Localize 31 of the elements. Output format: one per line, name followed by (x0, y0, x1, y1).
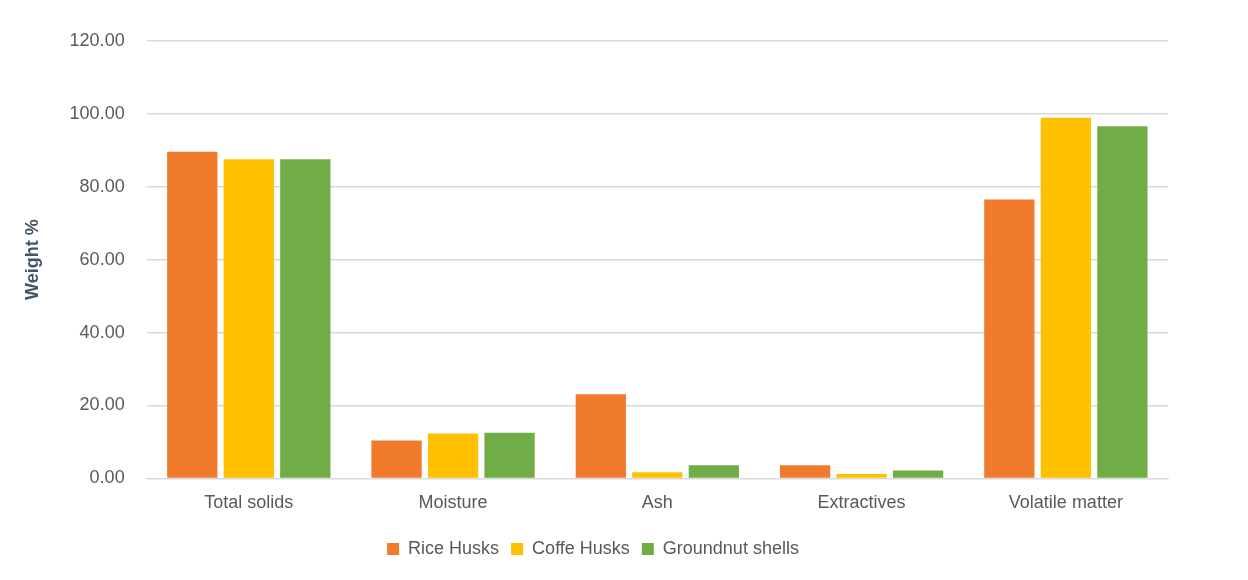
bar (167, 151, 218, 478)
bar (1040, 117, 1092, 478)
bar (892, 470, 944, 478)
bar (688, 465, 739, 478)
bar (632, 472, 683, 478)
y-tick-label: 60.00 (79, 248, 125, 269)
y-axis-title: Weight % (21, 219, 42, 300)
x-tick-label: Moisture (418, 492, 488, 513)
legend-label: Rice Husks (408, 537, 500, 558)
x-tick-label: Ash (641, 492, 673, 513)
bar (427, 433, 479, 478)
y-tick-label: 80.00 (79, 175, 125, 196)
bar (371, 440, 422, 478)
legend-label: Groundnut shells (662, 537, 799, 558)
x-tick-label: Extractives (817, 492, 906, 513)
bar (779, 465, 831, 478)
y-tick-label: 0.00 (89, 467, 125, 488)
bar (223, 159, 274, 478)
bar (836, 474, 887, 478)
y-tick-label: 20.00 (79, 394, 125, 415)
bar (575, 394, 626, 478)
x-tick-label: Total solids (204, 492, 294, 513)
bar (484, 432, 535, 478)
bar (1097, 126, 1148, 478)
y-tick-label: 40.00 (79, 321, 125, 342)
y-tick-label: 100.00 (69, 102, 125, 123)
x-tick-label: Volatile matter (1008, 492, 1123, 513)
bar (280, 159, 331, 478)
bar (984, 199, 1035, 478)
legend-label: Coffe Husks (532, 537, 630, 558)
y-tick-label: 120.00 (69, 29, 125, 50)
